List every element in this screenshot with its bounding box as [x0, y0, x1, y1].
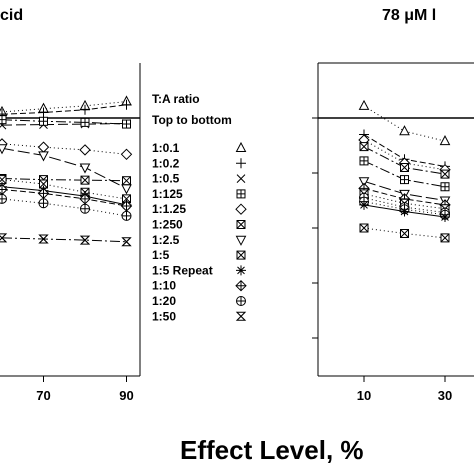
- left-series-point: [80, 104, 90, 115]
- left-series-point: [79, 144, 91, 156]
- left-series-point: [39, 116, 48, 126]
- right-series-point: [439, 135, 451, 146]
- right-series-point: [359, 199, 369, 210]
- left-series-point: [80, 175, 90, 185]
- left-plot-area: 70 90: [0, 63, 141, 403]
- legend-item-marker: [236, 158, 246, 169]
- right-series-point: [400, 163, 409, 172]
- left-series-point: [120, 148, 133, 161]
- legend-item-label: 1:5 Repeat: [152, 263, 213, 277]
- right-x-tick-label: 10: [357, 388, 371, 403]
- left-series-point: [80, 117, 90, 127]
- left-series-point: [0, 144, 8, 155]
- right-series-point: [440, 169, 450, 179]
- left-series-line: [1, 186, 127, 206]
- right-panel-title: 78 μM l: [382, 7, 436, 24]
- left-series-line: [1, 147, 127, 189]
- left-series-point: [38, 151, 49, 162]
- legend-item-label: 1:0.1: [152, 141, 180, 155]
- right-series-point: [359, 156, 369, 166]
- left-series-point: [37, 187, 50, 200]
- left-series-line: [1, 189, 127, 207]
- right-series-point: [440, 182, 450, 192]
- right-series-point: [358, 99, 370, 110]
- legend-item-label: 1:2.5: [152, 233, 180, 247]
- left-series-point: [79, 193, 91, 205]
- left-series-point: [0, 183, 8, 196]
- left-series-line: [1, 104, 127, 115]
- legend-item-label: 1:0.2: [152, 156, 180, 170]
- legend-item-label: 1:10: [152, 279, 176, 293]
- legend-item-marker: [235, 141, 247, 152]
- left-x-tick-label: 70: [36, 388, 50, 403]
- left-series-point: [79, 235, 91, 245]
- right-series-line: [363, 193, 446, 210]
- right-series-line: [363, 105, 446, 142]
- left-series-point: [0, 175, 7, 185]
- left-panel-title: cid: [0, 7, 23, 24]
- legend-item-marker: [236, 189, 246, 199]
- right-x-tick-label: 30: [438, 388, 452, 403]
- legend-item-marker: [236, 174, 246, 183]
- left-series-point: [79, 163, 91, 174]
- left-series-point: [38, 107, 49, 118]
- left-series-point: [121, 210, 132, 221]
- legend-item-marker: [236, 250, 246, 260]
- left-series-point: [37, 141, 50, 153]
- right-series-point: [359, 142, 369, 152]
- left-series-point: [38, 234, 49, 244]
- left-series-line: [1, 101, 127, 113]
- legend-item-label: 1:5: [152, 248, 170, 262]
- legend-item-marker: [235, 235, 247, 246]
- left-series-point: [121, 237, 132, 247]
- left-series-line: [1, 143, 127, 155]
- right-series-point: [400, 229, 409, 238]
- left-x-tick-label: 90: [119, 388, 133, 403]
- right-series-point: [359, 223, 369, 233]
- legend-item-label: 1:125: [152, 187, 183, 201]
- legend-item-label: 1:250: [152, 218, 183, 232]
- legend-item-marker: [236, 220, 246, 229]
- left-series-point: [80, 203, 90, 214]
- right-series-point: [440, 233, 450, 243]
- legend: T:A ratio Top to bottom 1:0.11:0.21:0.51…: [152, 92, 247, 323]
- legend-item-label: 1:50: [152, 309, 176, 323]
- left-series-line: [1, 237, 127, 243]
- right-series-line: [363, 197, 446, 214]
- legend-item-label: 1:1.25: [152, 202, 186, 216]
- legend-item-label: 1:20: [152, 294, 176, 308]
- right-series-point: [400, 175, 409, 185]
- left-series-line: [1, 198, 127, 217]
- left-series-line: [1, 123, 127, 126]
- right-series-point: [399, 206, 410, 217]
- right-plot-area: 10 30: [312, 62, 474, 403]
- left-series-point: [0, 115, 7, 125]
- legend-item-marker: [235, 279, 247, 292]
- left-series-point: [38, 198, 49, 209]
- left-series-line: [1, 178, 127, 182]
- legend-item-marker: [236, 265, 246, 276]
- right-series-line: [363, 201, 446, 216]
- x-axis-label: Effect Level, %: [180, 435, 364, 465]
- legend-item-marker: [236, 296, 246, 306]
- left-series-point: [121, 184, 132, 195]
- left-series-point: [0, 233, 8, 243]
- left-series-line: [1, 179, 127, 200]
- left-series-point: [0, 193, 7, 204]
- legend-subtitle: Top to bottom: [152, 113, 232, 127]
- right-series-point: [440, 212, 450, 222]
- right-series-point: [358, 177, 370, 188]
- legend-item-marker: [235, 311, 247, 321]
- left-series-line: [1, 119, 127, 125]
- right-series-point: [399, 125, 410, 136]
- legend-title: T:A ratio: [152, 92, 200, 106]
- legend-item-marker: [235, 203, 247, 215]
- left-series-point: [122, 119, 131, 129]
- left-series-point: [122, 176, 131, 186]
- legend-item-label: 1:0.5: [152, 172, 180, 186]
- left-series-point: [121, 99, 132, 110]
